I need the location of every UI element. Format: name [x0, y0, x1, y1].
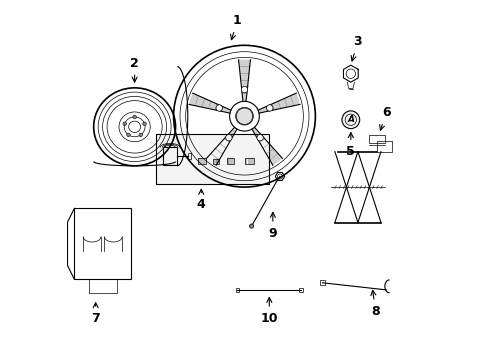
Bar: [319, 280, 325, 285]
Bar: [377, 141, 391, 152]
Bar: [235, 288, 239, 292]
Text: 2: 2: [130, 57, 139, 82]
Text: 4: 4: [197, 189, 205, 211]
Circle shape: [139, 133, 142, 137]
Circle shape: [142, 122, 146, 126]
Text: 8: 8: [370, 290, 379, 318]
Bar: [213, 159, 219, 163]
Bar: [245, 158, 254, 165]
Circle shape: [256, 135, 263, 141]
Text: 9: 9: [268, 212, 277, 240]
Text: 3: 3: [350, 35, 362, 61]
Bar: [299, 288, 303, 292]
Circle shape: [133, 115, 136, 119]
Bar: [163, 147, 177, 165]
Circle shape: [341, 111, 359, 129]
Text: 1: 1: [230, 14, 241, 40]
Circle shape: [126, 133, 130, 137]
Text: 5: 5: [346, 132, 354, 158]
Bar: [88, 279, 117, 293]
Circle shape: [249, 224, 253, 228]
Circle shape: [235, 107, 253, 125]
Polygon shape: [189, 93, 230, 113]
Circle shape: [122, 122, 126, 126]
Polygon shape: [206, 127, 237, 165]
Polygon shape: [251, 127, 282, 165]
Circle shape: [266, 105, 272, 111]
Text: A: A: [346, 115, 354, 124]
Circle shape: [241, 86, 247, 93]
Circle shape: [225, 135, 232, 141]
Bar: [74, 208, 131, 279]
Bar: [197, 158, 206, 165]
Bar: [226, 158, 233, 164]
Text: 6: 6: [379, 106, 390, 130]
Circle shape: [216, 105, 222, 111]
Bar: [187, 153, 190, 159]
Text: 10: 10: [260, 297, 278, 325]
Bar: [369, 135, 385, 143]
Polygon shape: [258, 93, 299, 113]
Polygon shape: [238, 59, 250, 102]
Text: 7: 7: [91, 303, 100, 325]
Bar: [156, 134, 269, 184]
